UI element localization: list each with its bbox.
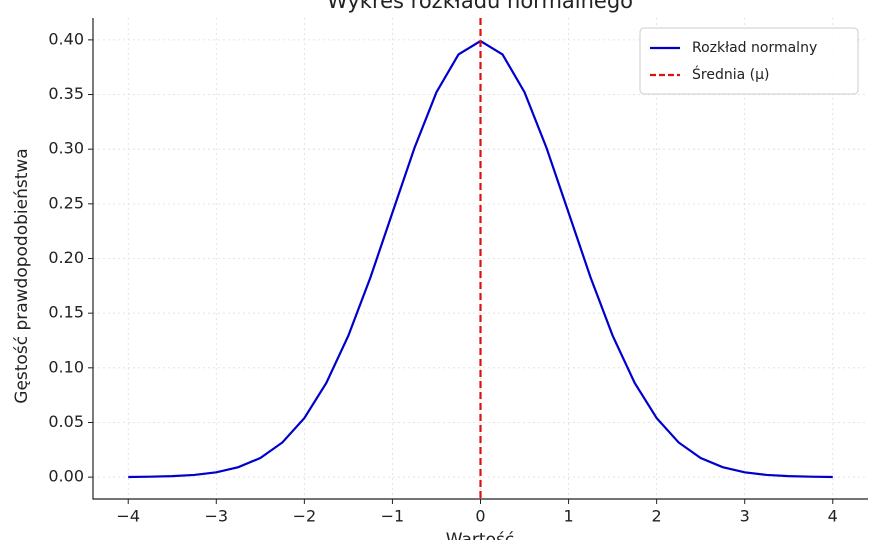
chart-title: Wykres rozkładu normalnego bbox=[327, 0, 633, 13]
x-tick-label: 0 bbox=[475, 507, 485, 526]
legend-label: Rozkład normalny bbox=[692, 40, 817, 56]
x-tick-label: −2 bbox=[293, 507, 317, 526]
x-tick-label: −3 bbox=[204, 507, 228, 526]
legend-label: Średnia (μ) bbox=[692, 65, 769, 83]
y-tick-label: 0.40 bbox=[48, 29, 84, 48]
y-axis-label: Gęstość prawdopodobieństwa bbox=[12, 148, 32, 403]
x-tick-label: 2 bbox=[652, 507, 662, 526]
y-tick-label: 0.20 bbox=[48, 248, 84, 267]
y-tick-label: 0.30 bbox=[48, 139, 84, 158]
axes-frame bbox=[92, 18, 868, 500]
x-tick-label: −1 bbox=[381, 507, 405, 526]
y-tick-label: 0.35 bbox=[48, 84, 84, 103]
legend-box bbox=[639, 27, 859, 95]
x-tick-label: 4 bbox=[828, 507, 838, 526]
x-axis-label: Wartość bbox=[446, 530, 514, 540]
x-tick-label: 1 bbox=[563, 507, 573, 526]
y-tick-label: 0.10 bbox=[48, 357, 84, 376]
y-tick-label: 0.15 bbox=[48, 303, 84, 322]
x-tick-label: 3 bbox=[740, 507, 750, 526]
x-tick-label: −4 bbox=[116, 507, 140, 526]
y-tick-label: 0.25 bbox=[48, 193, 84, 212]
y-tick-label: 0.00 bbox=[48, 467, 84, 486]
y-tick-label: 0.05 bbox=[48, 412, 84, 431]
